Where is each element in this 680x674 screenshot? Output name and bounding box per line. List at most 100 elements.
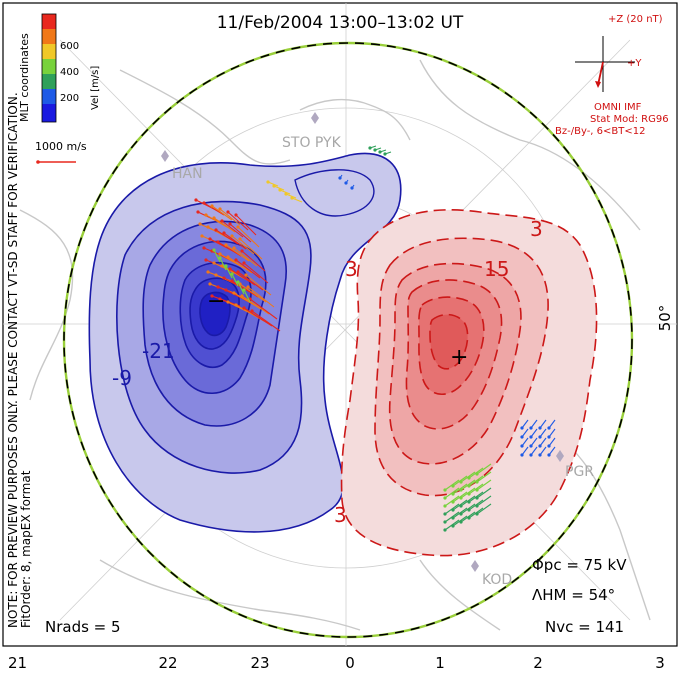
velocity-vector	[213, 217, 236, 233]
velocity-vector	[237, 281, 245, 295]
velocity-vector-origin	[467, 484, 471, 488]
velocity-vector-origin	[459, 504, 463, 508]
velocity-vector	[521, 428, 529, 438]
velocity-vector-origin	[547, 444, 551, 448]
velocity-vector-origin	[451, 516, 455, 520]
velocity-vector-origin	[350, 186, 354, 190]
velocity-vector	[530, 437, 538, 447]
preview-note: NOTE: FOR PREVIEW PURPOSES ONLY. PLEASE …	[6, 92, 20, 628]
velocity-vector	[243, 289, 251, 303]
velocity-vector	[219, 253, 245, 269]
station-label-han: HAN	[172, 166, 203, 182]
velocity-vector-origin	[451, 524, 455, 528]
mlt-tick-0: 0	[345, 654, 355, 672]
velocity-vector-origin	[475, 504, 479, 508]
velocity-vector	[267, 181, 279, 187]
velocity-vector-origin	[212, 216, 216, 220]
velocity-vector-origin	[443, 520, 447, 524]
velocity-vector-origin	[202, 201, 206, 205]
velocity-vector-origin	[475, 472, 479, 476]
velocity-vector-origin	[250, 309, 254, 313]
mlt-tick-2: 2	[533, 654, 543, 672]
velocity-vector-origin	[242, 288, 246, 292]
hm-boundary	[63, 42, 633, 638]
velocity-vector-origin	[443, 496, 447, 500]
velocity-vector-origin	[272, 184, 276, 188]
velocity-vector	[521, 446, 529, 456]
velocity-vector	[521, 419, 529, 429]
velocity-vector-origin	[230, 234, 234, 238]
velocity-vector-origin	[475, 480, 479, 484]
velocity-vector-origin	[467, 508, 471, 512]
velocity-vector-origin	[228, 267, 232, 271]
latitude-label: 50°	[656, 305, 674, 332]
velocity-vector	[476, 503, 492, 515]
fit-order: FitOrder: 8, mapEX format	[19, 470, 33, 628]
velocity-vector-origin	[529, 435, 533, 439]
velocity-vector-origin	[443, 528, 447, 532]
velocity-vector-origin	[238, 237, 242, 241]
mlt-tick-22: 22	[158, 654, 177, 672]
velocity-vector	[239, 283, 267, 303]
station-label-kod: KOD	[482, 572, 512, 588]
velocity-vector-origin	[198, 222, 202, 226]
velocity-vector-origin	[451, 492, 455, 496]
velocity-vector-origin	[467, 500, 471, 504]
velocity-vector-origin	[547, 426, 551, 430]
potential-min-marker: −	[207, 289, 225, 314]
velocity-vector-origin	[467, 476, 471, 480]
velocity-vector-origin	[224, 288, 228, 292]
stat-n-rads: Nrads = 5	[45, 618, 121, 636]
velocity-vector	[251, 310, 281, 332]
velocity-vector-origin	[284, 192, 288, 196]
velocity-vector-origin	[218, 252, 222, 256]
velocity-vector-origin	[240, 294, 244, 298]
velocity-vector-origin	[232, 246, 236, 250]
velocity-vector-origin	[451, 500, 455, 504]
imf-y-label: +Y	[627, 58, 642, 69]
velocity-vector-origin	[194, 198, 198, 202]
velocity-vector-origin	[467, 516, 471, 520]
coastlines	[19, 59, 651, 631]
velocity-vector-origin	[236, 225, 240, 229]
velocity-vector	[213, 249, 221, 263]
velocity-vector-origin	[383, 152, 387, 156]
velocity-vector-origin	[208, 282, 212, 286]
station-markers	[161, 112, 564, 572]
velocity-vector	[225, 265, 233, 279]
velocity-vector-origin	[475, 512, 479, 516]
velocity-vector	[219, 257, 227, 271]
velocity-vector	[285, 193, 297, 199]
velocity-vector-origin	[236, 280, 240, 284]
velocity-vector-origin	[196, 210, 200, 214]
velocity-vector	[231, 235, 255, 255]
velocity-vector	[521, 437, 529, 447]
velocity-vector-origin	[224, 243, 228, 247]
velocity-vector-origin	[278, 188, 282, 192]
velocity-vector-origin	[220, 219, 224, 223]
velocity-vector	[530, 446, 538, 456]
velocity-vector-origin	[451, 508, 455, 512]
contour-label-pos-2: 15	[484, 257, 509, 281]
colorbar-tick-400: 400	[60, 67, 79, 78]
velocity-vector-origin	[214, 228, 218, 232]
velocity-vector-origin	[538, 426, 542, 430]
velocity-vector-origin	[216, 240, 220, 244]
velocity-vector-origin	[210, 294, 214, 298]
imf-source: OMNI IMF	[594, 102, 642, 113]
velocity-vector-origin	[520, 453, 524, 457]
velocity-vector-origin	[242, 306, 246, 310]
velocity-vector	[241, 250, 266, 272]
mlt-tick-1: 1	[435, 654, 445, 672]
velocity-vector	[476, 471, 492, 483]
velocity-vector-origin	[206, 270, 210, 274]
velocity-vector-origin	[538, 453, 542, 457]
velocity-vector	[227, 211, 249, 231]
mlt-tick-3: 3	[655, 654, 665, 672]
velocity-vector-origin	[338, 176, 342, 180]
velocity-vector-origin	[226, 300, 230, 304]
velocity-vector-origin	[206, 225, 210, 229]
velocity-vector	[548, 446, 556, 456]
velocity-vector-origin	[218, 297, 222, 301]
